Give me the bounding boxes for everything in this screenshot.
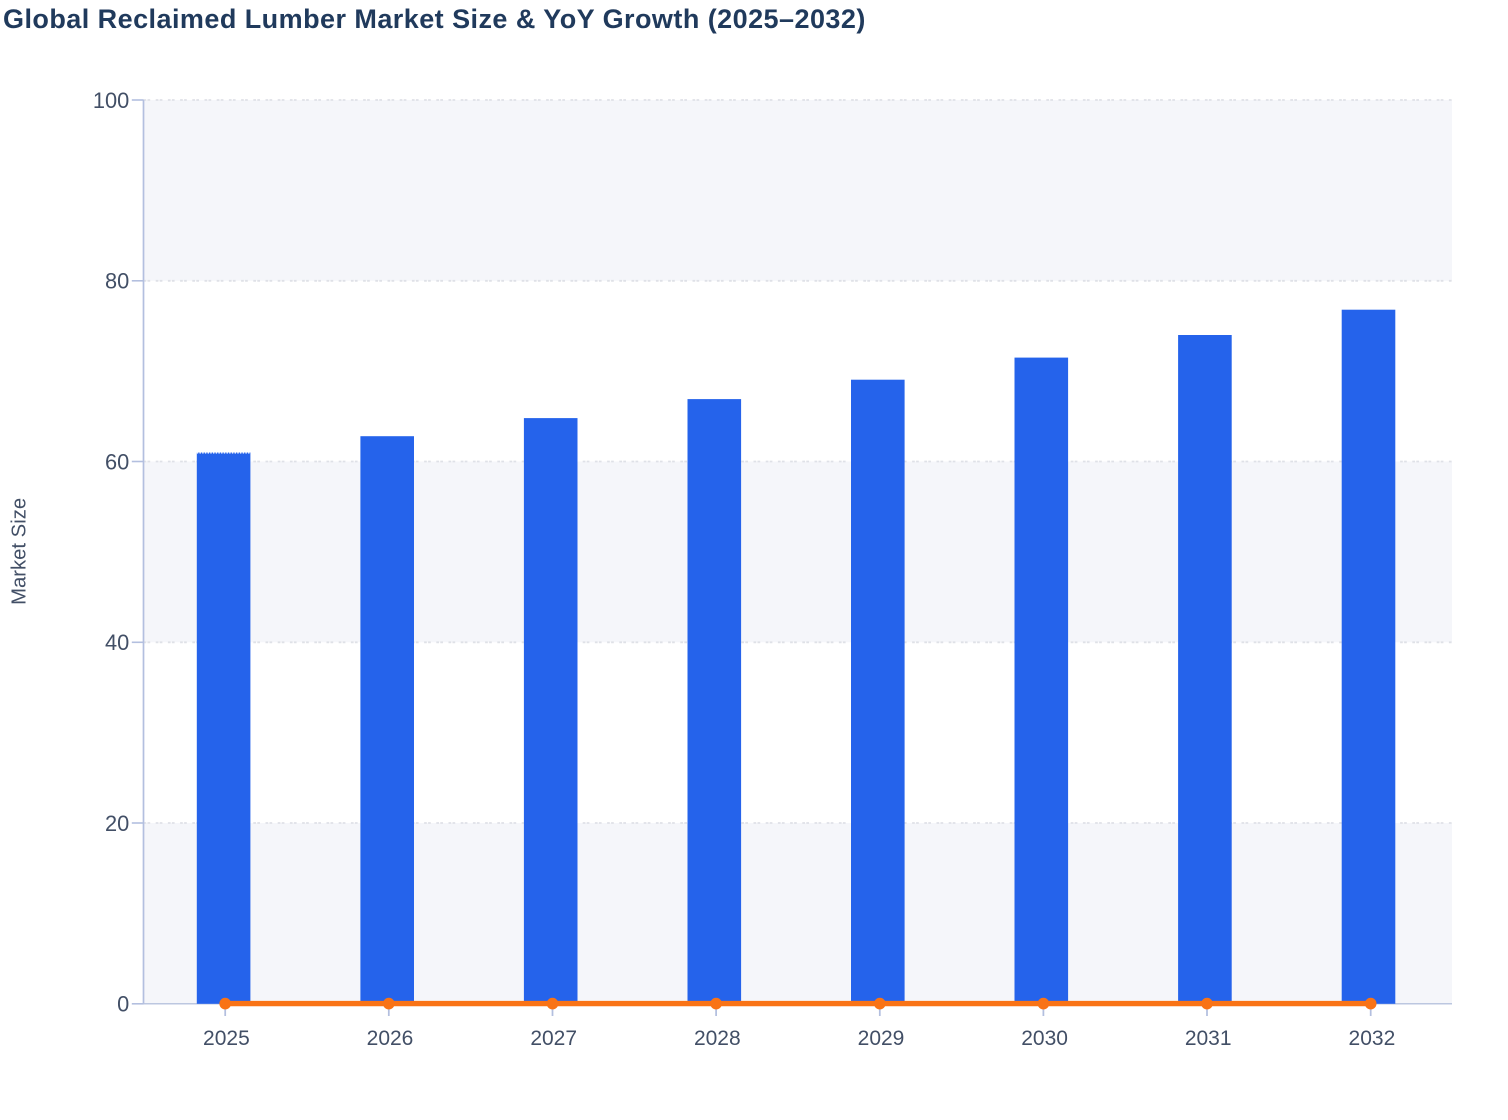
svg-text:2025: 2025 (203, 1027, 250, 1050)
svg-text:Market Size: Market Size (8, 498, 30, 605)
svg-text:2028: 2028 (694, 1027, 741, 1050)
svg-text:2029: 2029 (858, 1027, 905, 1050)
svg-text:2030: 2030 (1021, 1027, 1068, 1050)
svg-text:2027: 2027 (530, 1027, 577, 1050)
svg-text:20: 20 (105, 811, 129, 836)
svg-text:80: 80 (105, 269, 129, 294)
svg-text:100: 100 (93, 88, 129, 113)
svg-text:2026: 2026 (367, 1027, 414, 1050)
svg-text:60: 60 (105, 449, 129, 474)
svg-text:2031: 2031 (1185, 1027, 1232, 1050)
svg-text:0: 0 (117, 992, 129, 1017)
svg-text:2032: 2032 (1349, 1027, 1396, 1050)
svg-text:40: 40 (105, 630, 129, 655)
